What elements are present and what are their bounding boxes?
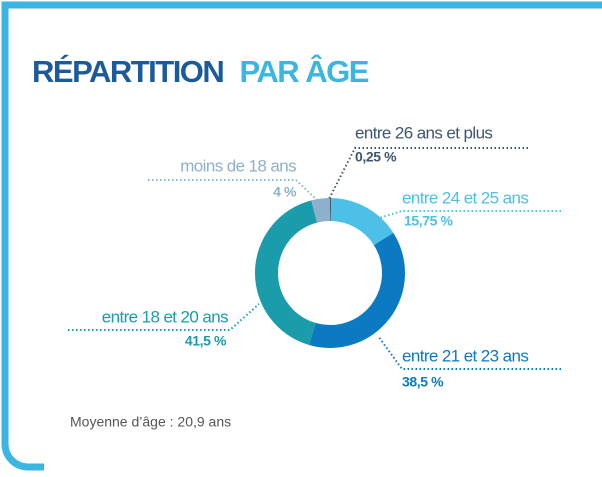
leader-line <box>148 179 319 202</box>
title-part: PAR ÂGE <box>239 53 368 89</box>
donut-slice <box>255 200 318 346</box>
slice-label: moins de 18 ans <box>180 156 296 175</box>
title-part: RÉPARTITION <box>32 54 223 89</box>
value-label: 15,75 % <box>404 213 454 229</box>
leader-line <box>377 335 561 370</box>
footnote: Moyenne d’âge : 20,9 ans <box>70 414 231 430</box>
value-label: 38,5 % <box>402 374 444 390</box>
value-label: 4 % <box>273 184 297 200</box>
slice-label: entre 26 ans et plus <box>355 123 492 142</box>
chart-title: RÉPARTITION PAR ÂGE <box>32 53 369 89</box>
leader-line <box>328 147 528 200</box>
value-label: 0,25 % <box>355 149 397 165</box>
donut-slice <box>309 232 405 349</box>
value-label: 41,5 % <box>185 333 227 349</box>
slice-label: entre 24 et 25 ans <box>402 188 528 207</box>
donut-slice <box>311 198 330 223</box>
donut-slice <box>330 198 394 246</box>
slice-label: entre 21 et 23 ans <box>402 346 528 365</box>
leader-line <box>375 210 561 220</box>
donut-slice <box>330 198 332 222</box>
slice-label: entre 18 et 20 ans <box>102 307 228 326</box>
